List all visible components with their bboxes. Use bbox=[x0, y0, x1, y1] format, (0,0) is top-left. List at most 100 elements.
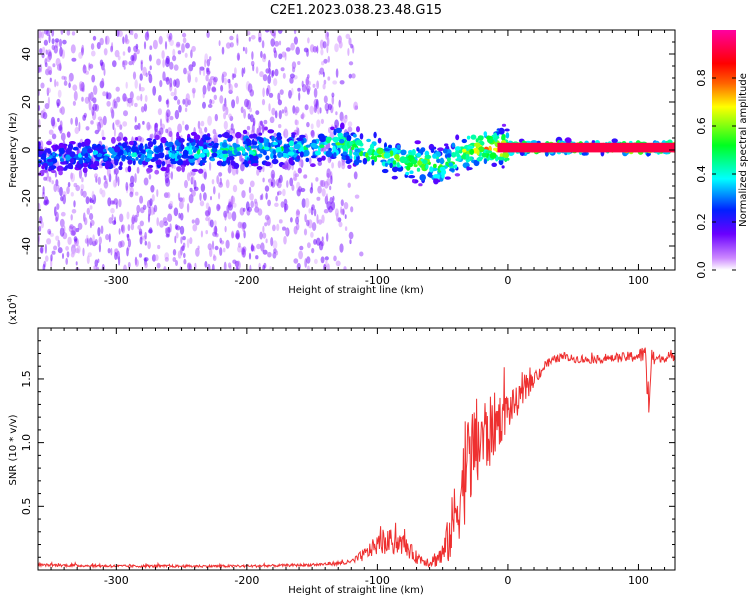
spectral-cell bbox=[104, 161, 111, 168]
colorbar-tick-label: 0.0 bbox=[695, 261, 708, 279]
spectral-cell bbox=[296, 262, 301, 270]
spectral-cell bbox=[186, 70, 192, 76]
spectral-cell bbox=[137, 122, 141, 130]
spectral-cell bbox=[230, 195, 236, 205]
spectral-cell bbox=[257, 153, 263, 158]
spectral-cell bbox=[320, 256, 325, 264]
spectral-cell bbox=[338, 40, 343, 49]
spectral-cell bbox=[127, 224, 131, 232]
spectral-cell bbox=[301, 84, 307, 93]
spectral-cell bbox=[64, 76, 67, 81]
spectral-cell bbox=[204, 261, 208, 268]
spectral-cell bbox=[107, 248, 111, 254]
spectral-cell bbox=[281, 109, 285, 114]
spectral-cell bbox=[75, 163, 82, 169]
spectral-cell bbox=[144, 240, 147, 246]
spectral-cell bbox=[179, 200, 184, 210]
spectral-cell bbox=[59, 227, 65, 237]
spectral-cell bbox=[60, 161, 67, 165]
spectral-cell bbox=[140, 154, 145, 161]
spectral-cell bbox=[297, 87, 301, 92]
spectral-cell bbox=[154, 169, 160, 175]
spectral-cell bbox=[229, 35, 234, 41]
spectral-cell bbox=[228, 155, 235, 161]
spectral-cell bbox=[91, 50, 96, 57]
spectral-cell bbox=[135, 137, 139, 141]
spectral-cell bbox=[409, 170, 414, 174]
spectral-cell bbox=[53, 245, 58, 251]
spectral-cell bbox=[205, 210, 211, 217]
spectral-cell bbox=[278, 53, 283, 60]
spectral-cell bbox=[54, 79, 57, 88]
spectral-cell bbox=[339, 139, 345, 144]
spectral-cell bbox=[433, 163, 437, 169]
spectral-cell bbox=[70, 117, 73, 125]
spectral-cell bbox=[262, 232, 267, 239]
spectral-cell bbox=[94, 239, 98, 245]
spectral-cell bbox=[306, 265, 310, 270]
spectral-cell bbox=[348, 37, 352, 46]
spectral-cell bbox=[330, 175, 333, 185]
spectral-cell bbox=[62, 194, 66, 205]
spectral-cell bbox=[57, 117, 60, 123]
snr-series bbox=[38, 347, 675, 570]
spectral-cell bbox=[299, 245, 304, 251]
x-tick-label: 100 bbox=[628, 274, 649, 287]
spectral-cell bbox=[173, 207, 179, 217]
spectral-cell bbox=[227, 165, 232, 174]
spectral-cell bbox=[493, 132, 498, 139]
spectral-cell bbox=[191, 45, 196, 52]
spectral-cell bbox=[325, 30, 329, 40]
spectral-cell bbox=[48, 34, 51, 44]
spectral-cell bbox=[337, 160, 342, 169]
spectral-cell bbox=[146, 30, 149, 38]
x-tick-label: -100 bbox=[365, 574, 390, 587]
spectral-cell bbox=[179, 212, 184, 221]
spectral-cell bbox=[173, 79, 177, 87]
spectral-cell bbox=[252, 163, 259, 167]
spectral-cell bbox=[211, 87, 217, 93]
spectral-cell bbox=[241, 190, 246, 199]
spectral-cell bbox=[418, 183, 423, 187]
spectral-cell bbox=[168, 130, 173, 138]
spectral-cell bbox=[270, 237, 274, 247]
spectral-cell bbox=[78, 158, 83, 164]
spectral-cell bbox=[354, 194, 360, 199]
spectral-cell bbox=[172, 249, 177, 256]
spectral-cell bbox=[278, 178, 281, 183]
spectral-cell bbox=[164, 174, 169, 184]
spectral-cell bbox=[105, 178, 108, 185]
spectral-cell bbox=[159, 80, 163, 88]
snr-panel: -300 -200 -100 0 100 0.5 1.0 1.5 Height of str… bbox=[6, 294, 676, 596]
spectral-cell bbox=[355, 151, 360, 157]
spectral-cell bbox=[277, 92, 281, 101]
spectral-cell bbox=[493, 147, 498, 151]
spectral-cell bbox=[53, 45, 58, 54]
spectral-cell bbox=[362, 157, 368, 165]
spectral-cell bbox=[56, 81, 59, 87]
spectral-cell bbox=[203, 192, 207, 201]
spectral-cell bbox=[206, 59, 211, 67]
spectral-cell bbox=[273, 154, 277, 160]
spectral-cell bbox=[203, 144, 208, 150]
spectral-cell bbox=[56, 165, 64, 173]
snr-frame bbox=[37, 327, 676, 571]
spectral-cell bbox=[38, 225, 42, 232]
spectral-cell bbox=[40, 169, 48, 173]
spectral-ridge-line bbox=[497, 142, 675, 153]
spectral-cell bbox=[204, 126, 208, 133]
spectral-cell bbox=[263, 53, 266, 60]
spectral-cell bbox=[370, 156, 375, 160]
spectral-cell bbox=[84, 152, 89, 159]
spectral-cell bbox=[242, 129, 248, 135]
spectral-cell bbox=[38, 105, 41, 111]
spectral-cell bbox=[259, 231, 263, 240]
spectral-cell bbox=[153, 204, 158, 213]
spectral-cell bbox=[264, 185, 270, 192]
spectral-cell bbox=[81, 177, 84, 183]
spectral-cell bbox=[279, 89, 284, 95]
spectral-cell bbox=[212, 255, 217, 262]
spectral-cell bbox=[140, 149, 146, 154]
spectral-cell bbox=[332, 195, 335, 202]
spectral-cell bbox=[359, 251, 364, 257]
